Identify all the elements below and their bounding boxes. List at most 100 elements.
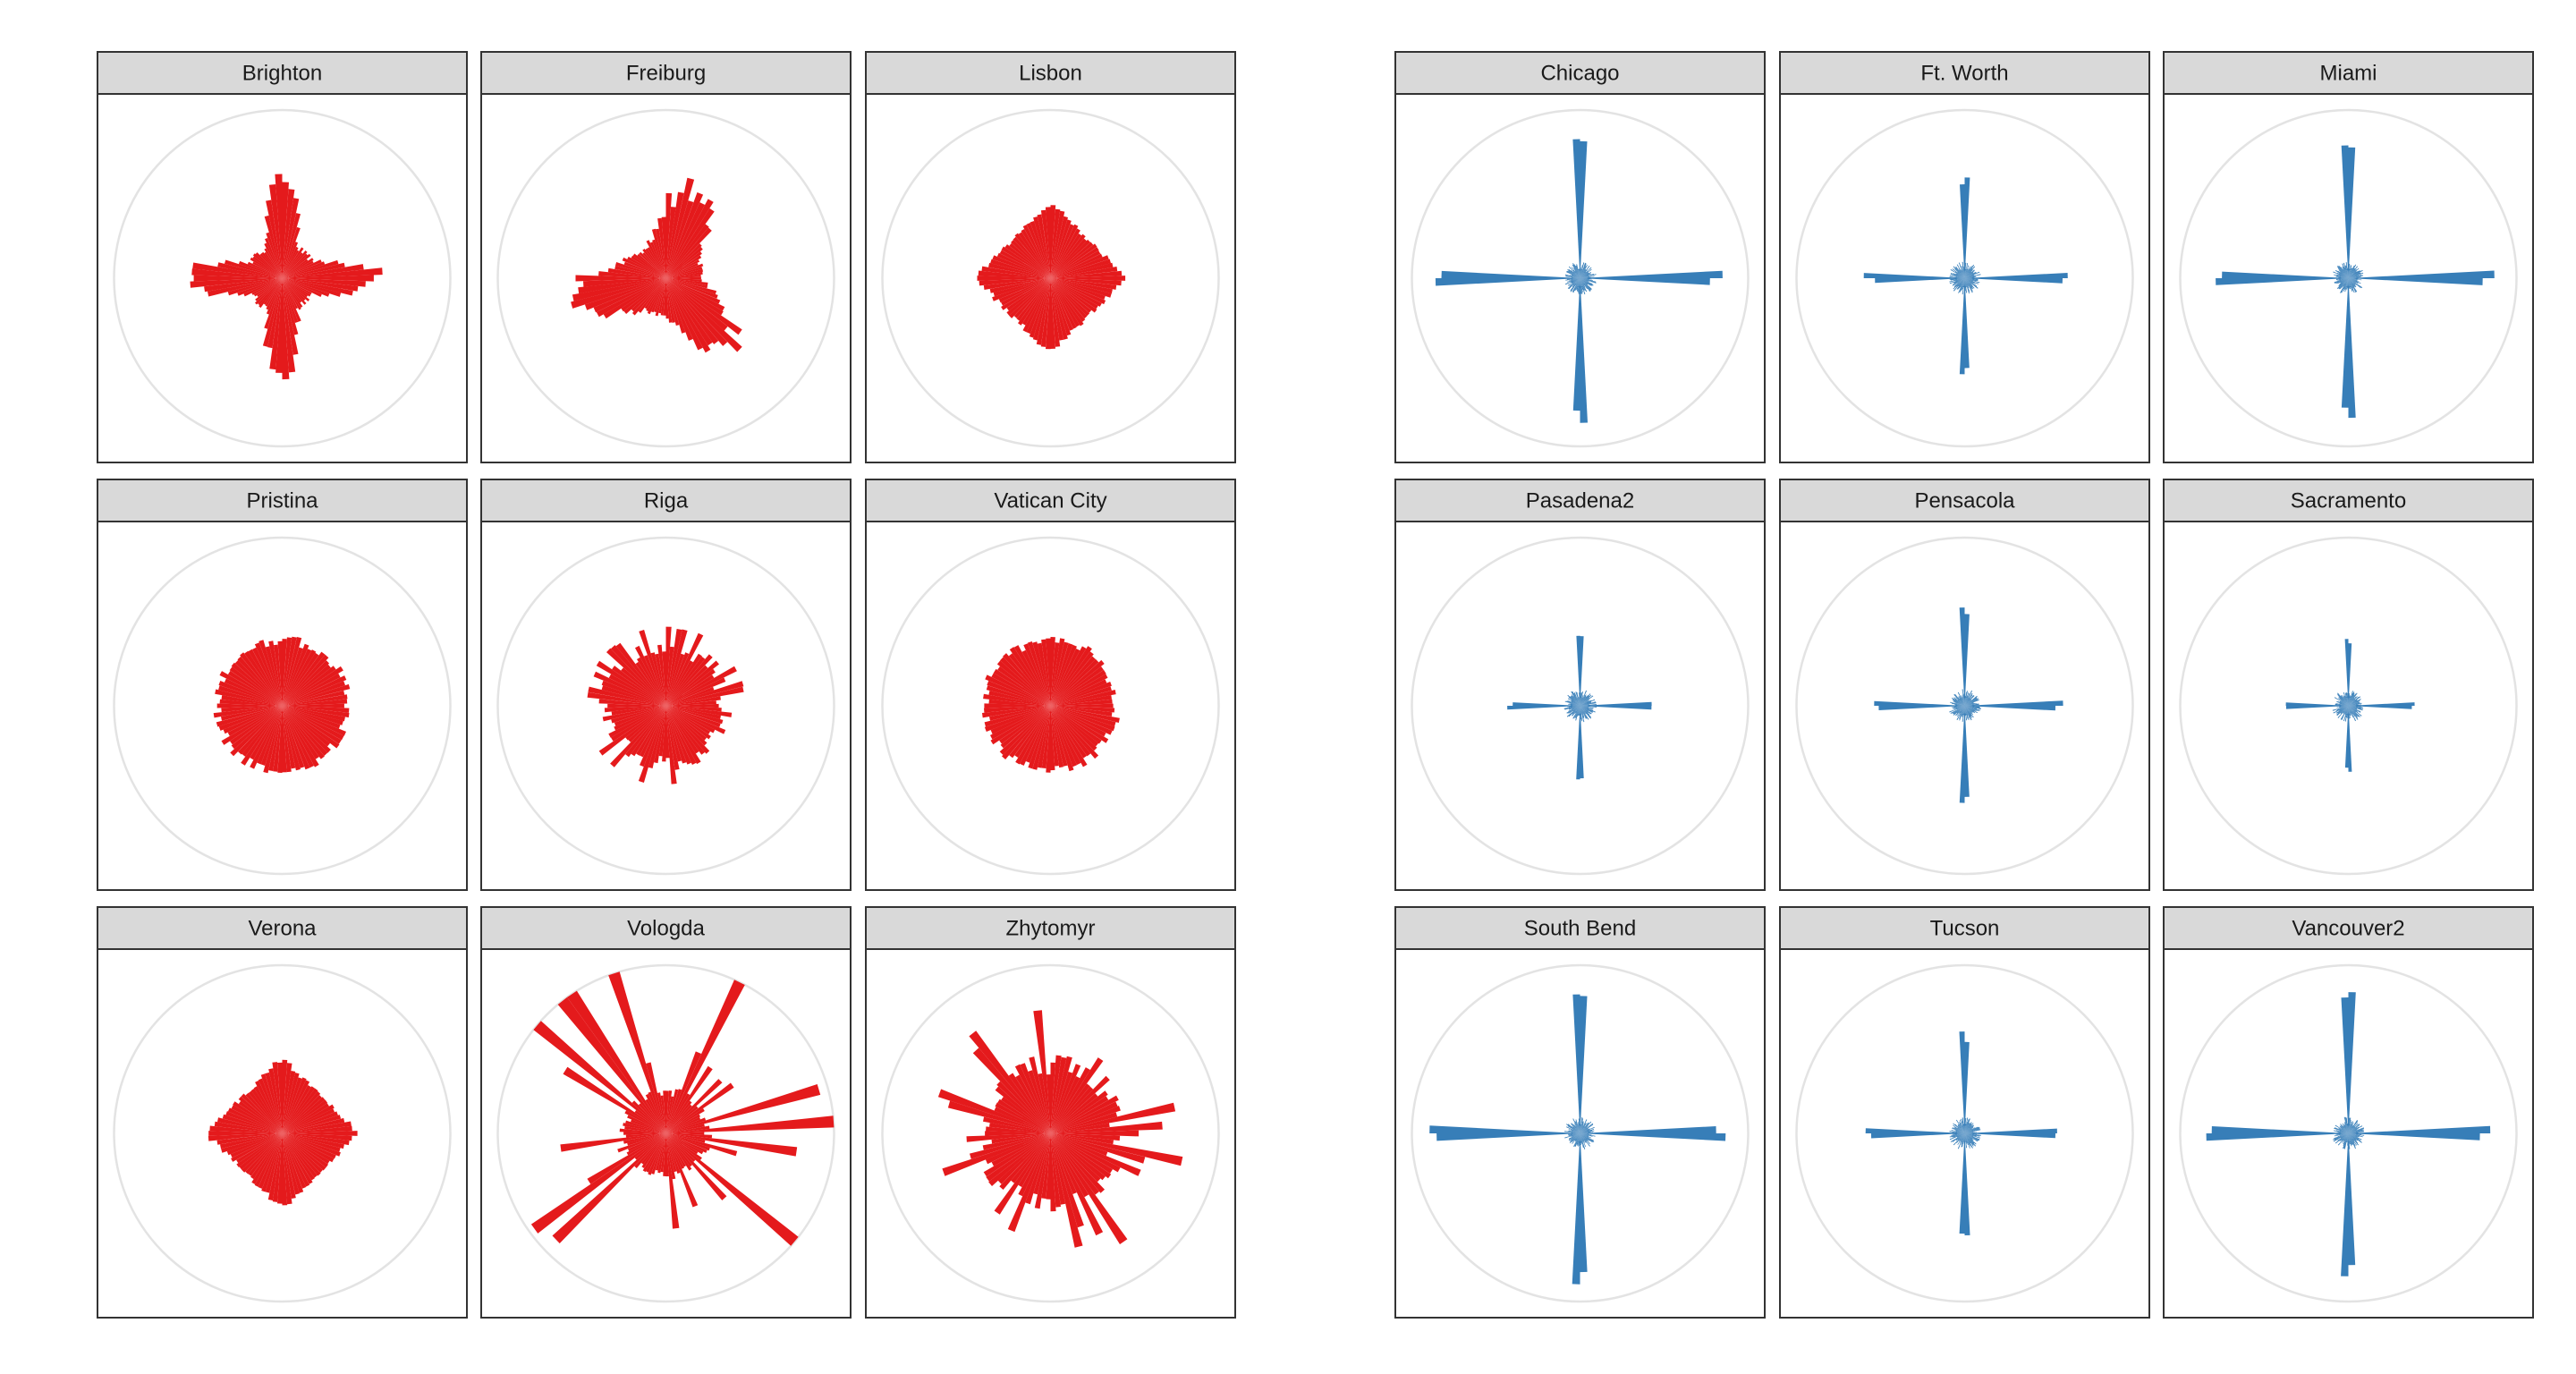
polar-bar bbox=[1960, 706, 1965, 714]
polar-bar bbox=[650, 652, 666, 706]
polar-bar bbox=[2338, 696, 2349, 706]
polar-bar bbox=[640, 706, 666, 768]
polar-bar bbox=[665, 278, 686, 334]
polar-bar bbox=[282, 262, 345, 278]
polar-bar bbox=[1964, 266, 1973, 278]
polar-bar bbox=[2338, 268, 2349, 278]
polar-bar bbox=[2348, 692, 2358, 706]
polar-bar bbox=[631, 706, 666, 757]
polar-bar bbox=[1578, 1118, 1580, 1133]
polar-bar bbox=[2348, 264, 2357, 278]
polar-bar bbox=[277, 706, 283, 773]
polar-bar bbox=[1041, 706, 1051, 768]
polar-bar bbox=[1580, 1119, 1588, 1133]
polar-bar bbox=[615, 262, 666, 278]
polar-bar bbox=[657, 217, 666, 278]
polar-bar bbox=[1580, 278, 1589, 282]
polar-bar bbox=[1579, 692, 1580, 706]
polar-bar bbox=[1580, 1128, 1589, 1133]
polar-bar bbox=[2348, 270, 2360, 278]
polar-bar bbox=[2335, 276, 2349, 278]
polar-bar bbox=[227, 706, 283, 736]
polar-bar bbox=[1050, 1056, 1072, 1133]
polar-bar bbox=[2344, 266, 2349, 278]
polar-bar bbox=[2348, 265, 2355, 278]
polar-bar bbox=[1580, 1126, 1595, 1133]
polar-bar bbox=[1040, 278, 1051, 347]
polar-bar bbox=[988, 262, 1051, 278]
polar-bar bbox=[1964, 1125, 1974, 1133]
polar-bar bbox=[2341, 1133, 2349, 1276]
polar-bar bbox=[645, 1098, 666, 1133]
polar-bar bbox=[665, 1133, 681, 1174]
polar-bar bbox=[1580, 278, 1591, 292]
polar-bar bbox=[225, 259, 283, 278]
polar-bar bbox=[2348, 1120, 2351, 1133]
polar-bar bbox=[2348, 706, 2353, 715]
polar-bar bbox=[988, 1133, 1051, 1186]
polar-bar bbox=[1050, 1133, 1121, 1173]
polar-bar bbox=[665, 1115, 835, 1133]
polar-bar bbox=[282, 706, 315, 768]
polar-bar bbox=[1050, 644, 1077, 706]
polar-bar bbox=[1570, 1133, 1580, 1142]
polar-bar bbox=[1964, 706, 1981, 709]
polar-bar bbox=[1960, 184, 1965, 278]
polar-bar bbox=[1955, 1131, 1965, 1133]
polar-bar bbox=[1578, 1133, 1580, 1147]
polar-bars bbox=[571, 177, 742, 353]
polar-bar bbox=[1050, 1090, 1108, 1133]
polar-bar bbox=[261, 251, 283, 278]
polar-bar bbox=[1580, 1133, 1587, 1143]
polar-bar bbox=[1580, 278, 1591, 293]
polar-bar bbox=[2348, 706, 2360, 717]
polar-bar bbox=[665, 278, 742, 352]
polar-bar bbox=[1574, 1133, 1580, 1141]
polar-bar bbox=[1957, 1127, 1965, 1133]
polar-bar bbox=[282, 706, 343, 725]
polar-bar bbox=[2348, 693, 2356, 706]
polar-bar bbox=[2348, 706, 2362, 709]
polar-bar bbox=[1580, 275, 1589, 278]
polar-bar bbox=[1020, 706, 1051, 766]
polar-bar bbox=[665, 1108, 705, 1133]
polar-bar bbox=[2339, 701, 2349, 706]
polar-bar bbox=[268, 184, 283, 278]
polar-bar bbox=[2348, 1130, 2364, 1133]
polar-bar bbox=[2348, 696, 2358, 706]
polar-bar bbox=[1580, 1126, 1716, 1133]
polar-bar bbox=[1050, 247, 1099, 278]
polar-bar bbox=[1026, 278, 1051, 335]
polar-bar bbox=[665, 1133, 699, 1155]
polar-bar bbox=[655, 278, 666, 317]
polar-bar bbox=[2348, 706, 2358, 717]
polar-bars bbox=[1429, 994, 1726, 1285]
polar-bar bbox=[1029, 1056, 1051, 1133]
polar-bar bbox=[2340, 278, 2349, 284]
polar-bar bbox=[1959, 1133, 1965, 1234]
polar-bar bbox=[1050, 686, 1112, 706]
polar-bar bbox=[1961, 695, 1965, 706]
polar-bar bbox=[282, 226, 301, 278]
polar-bar bbox=[1580, 1133, 1584, 1149]
polar-bar bbox=[1964, 278, 1970, 288]
polar-bar bbox=[530, 1133, 666, 1234]
polar-bar bbox=[2337, 265, 2349, 278]
polar-bar bbox=[657, 644, 666, 706]
polar-bar bbox=[2335, 706, 2349, 711]
polar-bar bbox=[241, 706, 283, 766]
polar-bar bbox=[1038, 1073, 1051, 1133]
polar-bar bbox=[1953, 278, 1965, 285]
polar-bar bbox=[1572, 275, 1580, 278]
polar-bar bbox=[1964, 1124, 1972, 1133]
polar-bar bbox=[1964, 278, 1972, 289]
polar-bar bbox=[1964, 1132, 1978, 1133]
polar-bar bbox=[2339, 1125, 2349, 1133]
polar-bar bbox=[1050, 706, 1102, 744]
polar-bar bbox=[1572, 1133, 1580, 1144]
polar-bar bbox=[1050, 216, 1068, 278]
polar-bar bbox=[991, 673, 1051, 706]
polar-bar bbox=[636, 706, 666, 756]
polar-bar bbox=[272, 1133, 283, 1202]
polar-bar bbox=[218, 685, 283, 706]
